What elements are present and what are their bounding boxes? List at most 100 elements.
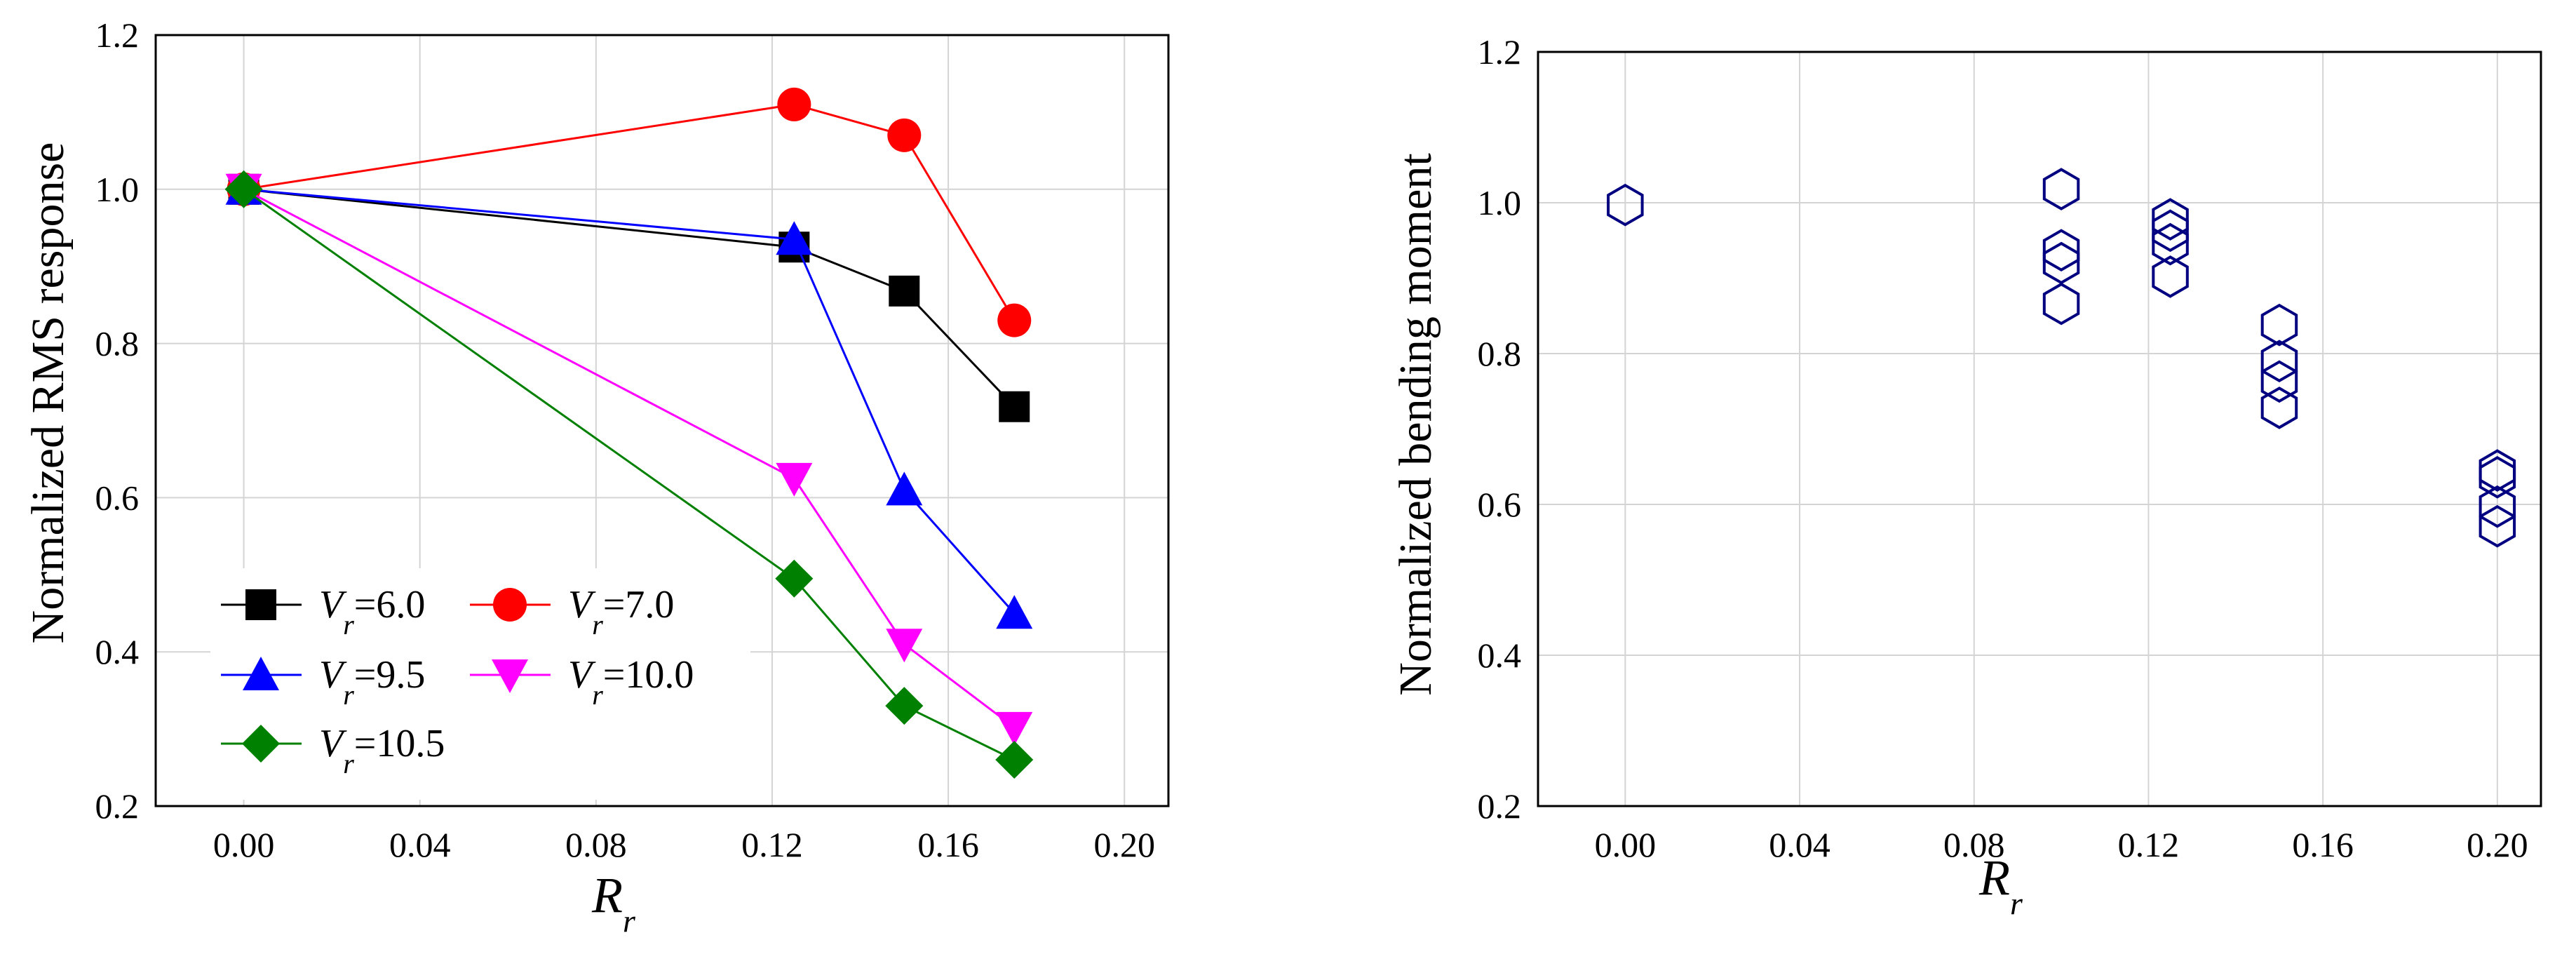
right-y-tick-label: 1.2	[1478, 32, 1522, 72]
right-x-axis-title: Rr	[1978, 850, 2023, 921]
right-series-0-marker-8	[2152, 255, 2189, 298]
legend-entry-2-sub: r	[343, 679, 354, 711]
right-series-0-marker-6	[2152, 209, 2189, 253]
legend-entry-3-marker-0	[492, 659, 528, 693]
legend-entry-2-var: V	[319, 653, 347, 697]
right-y-tick-label: 0.2	[1478, 786, 1522, 826]
right-grid	[1538, 51, 2541, 807]
right-series-0-marker-11	[2260, 360, 2298, 403]
legend-background	[210, 568, 750, 800]
right-series-0-marker-2	[2042, 229, 2080, 272]
left-series-1-marker-3	[997, 303, 1032, 337]
right-series-0-marker-15	[2479, 485, 2516, 528]
legend-entry-4-sub: r	[343, 748, 354, 779]
left-series-2-marker-2	[886, 471, 923, 506]
right-series-0-marker-4	[2042, 282, 2080, 326]
right-x-axis-title-main: R	[1978, 850, 2010, 906]
legend-entry-0: Vr=6.0	[221, 583, 425, 641]
bending-moment-chart: 0.00 0.04 0.08 0.12 0.16 0.20 0.2 0.4 0.6 0.8 1.0 1…	[1390, 32, 2542, 921]
left-y-tick-label: 1.0	[95, 170, 140, 209]
right-x-tick-label: 0.20	[2467, 825, 2528, 864]
right-x-tick-label: 0.04	[1769, 825, 1830, 864]
legend-entry-4-value: =10.5	[354, 722, 445, 765]
right-series	[1607, 168, 2516, 548]
legend-entry-2: Vr=9.5	[221, 653, 425, 711]
left-plot-frame	[154, 34, 1170, 807]
left-x-axis-title: Rr	[591, 867, 636, 939]
left-x-tick-label: 0.16	[917, 825, 979, 864]
legend-entry-3-sub: r	[592, 679, 603, 711]
left-tick-labels: 0.00 0.04 0.08 0.12 0.16 0.20 0.2 0.4 0.6 0.8 1.0 1…	[95, 15, 1155, 864]
right-series-0-marker-7	[2152, 222, 2189, 266]
left-series-4-marker-0	[224, 170, 263, 208]
right-series-0-marker-14	[2479, 455, 2516, 499]
right-series-0-marker-1	[2042, 168, 2080, 210]
left-series-1-marker-1	[777, 87, 811, 121]
right-series-0-marker-12	[2260, 387, 2298, 429]
right-series-0-marker-5	[2152, 198, 2189, 241]
legend-entry-1: Vr=7.0	[470, 583, 674, 641]
right-x-tick-label: 0.16	[2292, 825, 2354, 864]
legend-entry-4-marker-0	[242, 725, 280, 763]
right-y-axis-title: Normalized bending moment	[1390, 153, 1441, 695]
right-series-0-marker-16	[2479, 504, 2516, 548]
left-series-4-marker-3	[995, 741, 1034, 779]
legend-entry-1-marker-0	[493, 588, 527, 622]
left-series-3-marker-1	[776, 462, 813, 497]
left-series-0-marker-3	[999, 391, 1030, 422]
legend-entry-0-marker-0	[245, 589, 276, 620]
right-x-tick-label: 0.12	[2118, 825, 2180, 864]
legend-entry-1-var: V	[568, 583, 596, 626]
legend-entry-2-label: Vr=9.5	[319, 653, 425, 711]
legend-entry-0-label: Vr=6.0	[319, 583, 425, 641]
right-tick-labels: 0.00 0.04 0.08 0.12 0.16 0.20 0.2 0.4 0.6 0.8 1.0 1…	[1478, 32, 2528, 864]
left-x-tick-label: 0.04	[389, 825, 451, 864]
left-series-0-line	[243, 188, 1016, 408]
legend-entry-4-label: Vr=10.5	[319, 722, 445, 779]
legend-entry-0-sub: r	[343, 609, 354, 641]
left-y-tick-label: 0.2	[95, 786, 140, 826]
legend-entry-3-value: =10.0	[603, 653, 694, 697]
legend-entry-0-value: =6.0	[354, 583, 426, 626]
right-y-tick-label: 1.0	[1478, 183, 1522, 222]
left-x-tick-label: 0.20	[1093, 825, 1155, 864]
legend-entry-3-var: V	[568, 653, 596, 697]
legend-entry-3: Vr=10.0	[470, 653, 694, 711]
left-series-3-line	[243, 188, 1016, 729]
right-y-tick-label: 0.8	[1478, 334, 1522, 373]
right-y-tick-label: 0.6	[1478, 485, 1522, 524]
legend-entry-4: Vr=10.5	[221, 722, 445, 779]
left-x-tick-label: 0.12	[741, 825, 803, 864]
left-series	[224, 87, 1034, 779]
left-series-4-marker-2	[885, 687, 924, 725]
right-series-0-marker-13	[2479, 449, 2516, 492]
left-y-tick-label: 0.6	[95, 478, 140, 517]
right-x-tick-label: 0.08	[1943, 825, 2005, 864]
right-y-tick-label: 0.4	[1478, 636, 1522, 675]
left-x-axis-title-main: R	[591, 867, 623, 923]
left-series-2-marker-3	[996, 595, 1033, 629]
right-series-0-marker-9	[2260, 303, 2298, 347]
left-series-2-line	[243, 188, 1016, 615]
legend-entry-1-value: =7.0	[603, 583, 675, 626]
left-y-tick-label: 1.2	[95, 15, 140, 55]
legend-entry-1-label: Vr=7.0	[568, 583, 674, 641]
right-series-0-marker-10	[2260, 340, 2298, 383]
left-series-0-marker-2	[889, 275, 920, 307]
legend-entry-2-value: =9.5	[354, 653, 426, 697]
left-series-1-marker-2	[887, 118, 922, 152]
left-y-tick-label: 0.4	[95, 632, 140, 671]
legend-entry-3-label: Vr=10.0	[568, 653, 694, 711]
left-series-3-marker-2	[886, 629, 923, 663]
left-series-1-line	[243, 103, 1016, 321]
legend-entry-0-var: V	[319, 583, 347, 626]
right-x-tick-label: 0.00	[1595, 825, 1657, 864]
right-series-0-marker-0	[1607, 183, 1644, 227]
legend: Vr=6.0 Vr=7.0Vr=9.5 Vr=10.0Vr=10.5	[210, 568, 750, 800]
left-x-tick-label: 0.00	[213, 825, 275, 864]
left-y-axis-title: Normalized RMS response	[22, 142, 74, 644]
legend-entry-4-var: V	[319, 722, 347, 765]
left-x-tick-label: 0.08	[565, 825, 627, 864]
legend-entry-1-sub: r	[592, 609, 603, 641]
